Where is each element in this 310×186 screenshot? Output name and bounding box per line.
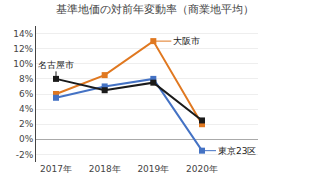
svg-text:0%: 0% (19, 134, 34, 144)
svg-text:東京23区: 東京23区 (218, 146, 256, 156)
svg-text:4%: 4% (19, 104, 34, 114)
svg-text:10%: 10% (13, 59, 33, 69)
svg-text:2%: 2% (19, 119, 34, 129)
svg-text:2019年: 2019年 (137, 164, 169, 174)
svg-text:名古屋市: 名古屋市 (38, 60, 74, 70)
svg-text:8%: 8% (19, 74, 34, 84)
svg-text:2020年: 2020年 (186, 164, 218, 174)
svg-text:14%: 14% (13, 29, 33, 39)
svg-text:12%: 12% (13, 44, 33, 54)
svg-text:2017年: 2017年 (40, 164, 72, 174)
svg-text:基準地価の対前年変動率（商業地平均）: 基準地価の対前年変動率（商業地平均） (56, 3, 254, 16)
svg-text:-2%: -2% (16, 150, 34, 160)
svg-text:大阪市: 大阪市 (173, 36, 200, 46)
svg-text:6%: 6% (19, 89, 34, 99)
svg-text:2018年: 2018年 (89, 164, 121, 174)
